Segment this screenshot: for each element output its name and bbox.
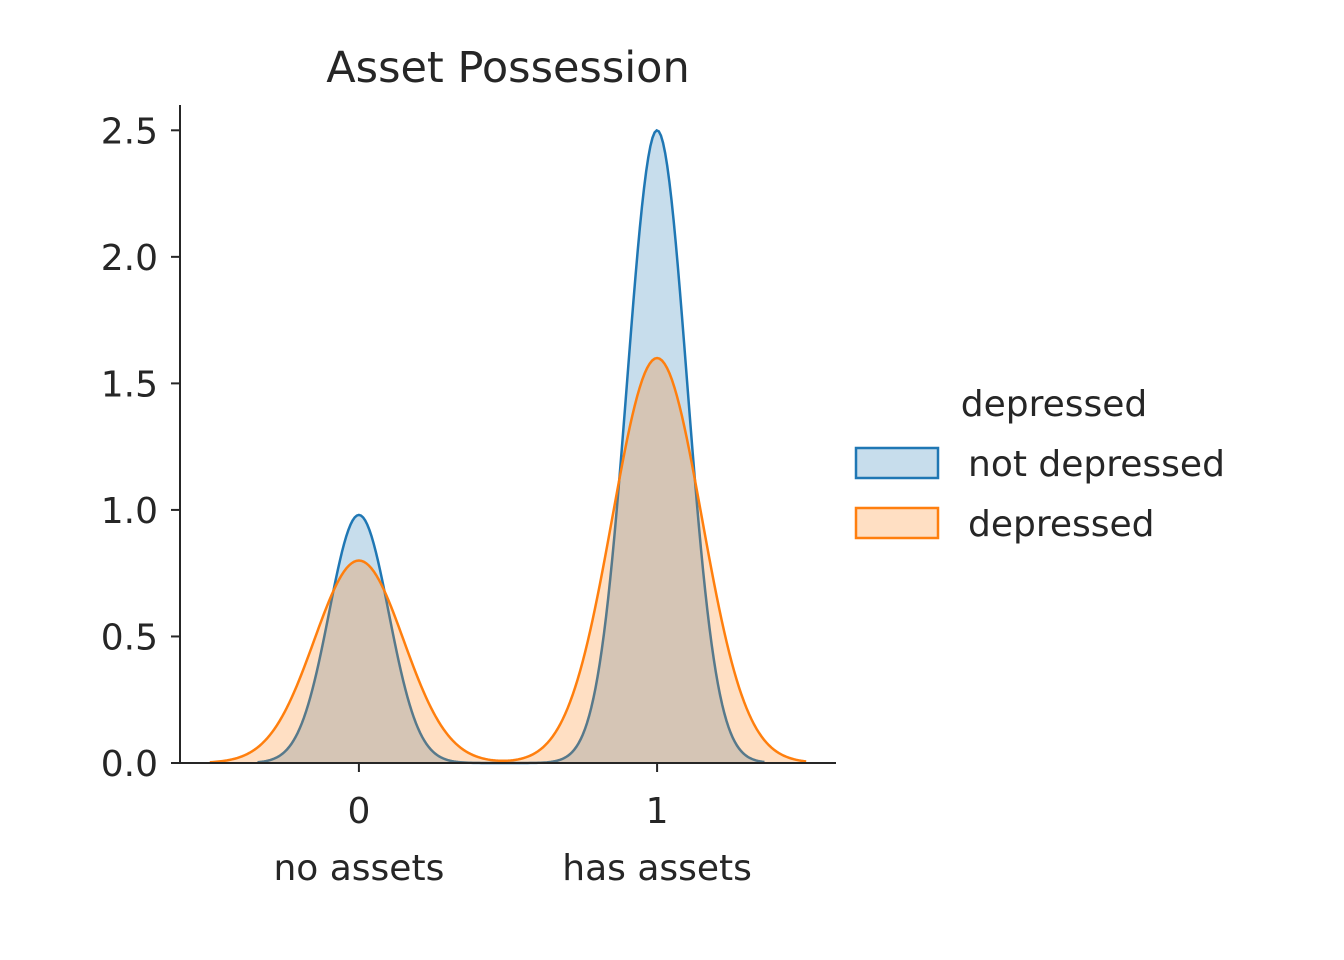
x-tick-sublabel: has assets	[562, 848, 752, 889]
x-tick-sublabel: no assets	[273, 848, 444, 889]
x-tick-label: 0	[347, 791, 370, 832]
legend-title: depressed	[961, 384, 1148, 425]
series-area-not-depressed	[257, 130, 765, 764]
y-tick-label: 1.5	[101, 364, 158, 405]
y-tick-label: 2.5	[101, 111, 158, 152]
series-area-depressed	[209, 358, 807, 763]
legend-swatch-depressed	[854, 506, 940, 540]
x-tick-label: 1	[646, 791, 669, 832]
y-tick-label: 2.0	[101, 238, 158, 279]
series-line-depressed	[209, 356, 807, 764]
y-tick-label: 0.5	[101, 617, 158, 658]
series-layer	[209, 128, 807, 765]
legend: depressed not depressed depressed	[854, 384, 1225, 545]
legend-label-depressed: depressed	[968, 504, 1155, 545]
legend-label-not-depressed: not depressed	[968, 444, 1225, 485]
y-tick-label: 1.0	[101, 491, 158, 532]
axes-layer: 0.0 0.5 1.0 1.5 2.0 2.5 0 no assets 1 has assets	[101, 105, 836, 889]
legend-swatch-not-depressed	[854, 446, 940, 480]
chart-title: Asset Possession	[326, 43, 689, 93]
y-tick-label: 0.0	[101, 744, 158, 785]
